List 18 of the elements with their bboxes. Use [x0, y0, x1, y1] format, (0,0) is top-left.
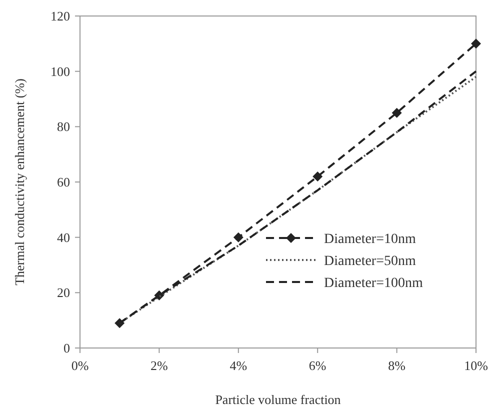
- x-tick-label: 2%: [150, 358, 168, 373]
- y-tick-label: 0: [64, 340, 70, 356]
- x-tick-label: 8%: [388, 358, 406, 373]
- x-tick-label: 0%: [71, 358, 89, 373]
- y-tick-label: 60: [57, 174, 70, 190]
- y-tick-label: 80: [57, 119, 70, 134]
- y-axis-title: Thermal conductivity enhancement (%): [12, 78, 27, 286]
- legend-label: Diameter=50nm: [324, 254, 416, 269]
- x-axis-title: Particle volume fraction: [215, 392, 342, 407]
- legend-label: Diameter=100nm: [324, 276, 423, 291]
- x-tick-label: 10%: [464, 358, 488, 373]
- y-tick-label: 100: [50, 64, 70, 79]
- legend-label: Diameter=10nm: [324, 232, 416, 247]
- y-tick-label: 120: [50, 8, 70, 24]
- y-tick-label: 40: [57, 230, 70, 245]
- x-tick-label: 6%: [308, 358, 326, 373]
- x-tick-label: 4%: [230, 358, 248, 373]
- y-tick-label: 20: [57, 285, 70, 300]
